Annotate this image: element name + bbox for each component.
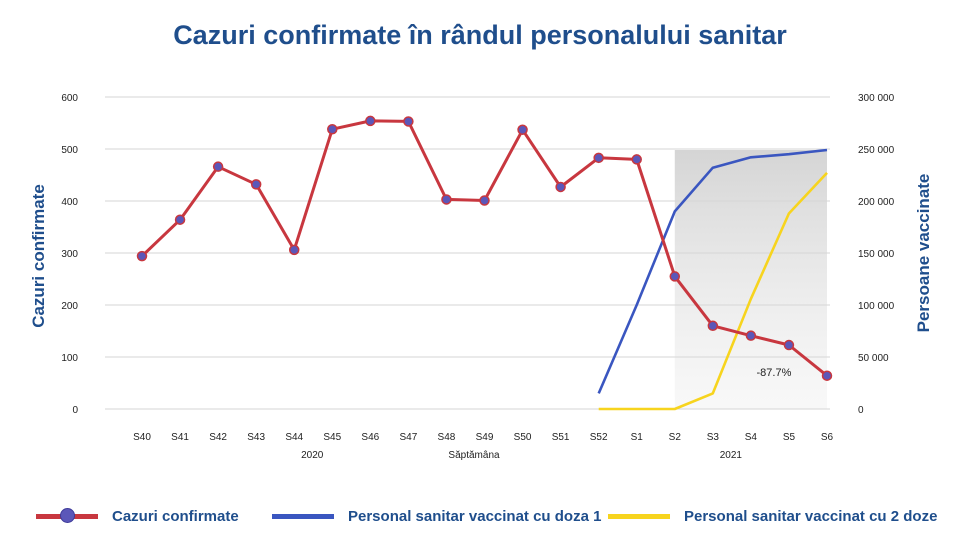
x-tick-label: S2 [669, 432, 682, 443]
y-right-tick-label: 100 000 [858, 301, 895, 312]
y-left-tick-label: 100 [61, 353, 78, 364]
y-right-tick-label: 200 000 [858, 197, 895, 208]
chart-title: Cazuri confirmate în rândul personalului… [173, 20, 787, 50]
x-tick-label: S44 [285, 432, 303, 443]
data-point [136, 250, 148, 262]
y-right-tick-label: 0 [858, 405, 864, 416]
legend-swatch-cazuri [36, 508, 98, 523]
data-point [365, 115, 376, 127]
y-left-tick-label: 600 [61, 93, 78, 104]
y-left-tick-label: 500 [61, 145, 78, 156]
x-tick-label: S4 [745, 432, 758, 443]
x-tick-label: S43 [247, 432, 265, 443]
data-point [821, 370, 833, 381]
y-left-tick-label: 0 [72, 405, 78, 416]
x-tick-label: S45 [323, 432, 341, 443]
data-point [174, 214, 186, 225]
legend-label-doza1: Personal sanitar vaccinat cu doza 1 [348, 508, 602, 525]
legend-item-2doze: Personal sanitar vaccinat cu 2 doze [608, 508, 937, 525]
legend: Cazuri confirmate Personal sanitar vacci… [0, 508, 960, 532]
x-tick-label: S47 [399, 432, 417, 443]
x-tick-label: S1 [631, 432, 644, 443]
legend-item-doza1: Personal sanitar vaccinat cu doza 1 [272, 508, 601, 525]
x-tick-label: S41 [171, 432, 189, 443]
data-point [212, 161, 224, 172]
x-tick-label: S50 [514, 432, 532, 443]
x-tick-label: S51 [552, 432, 570, 443]
data-point [441, 194, 452, 205]
legend-label-2doze: Personal sanitar vaccinat cu 2 doze [684, 508, 938, 525]
data-point [517, 124, 528, 136]
year-label-2020: 2020 [301, 450, 324, 461]
y-right-tick-label: 300 000 [858, 93, 895, 104]
x-tick-label: S3 [707, 432, 720, 443]
data-point [288, 244, 300, 256]
annotation-label: -87.7% [757, 367, 792, 379]
legend-swatch-2doze [608, 514, 670, 519]
data-point [403, 116, 414, 127]
x-tick-label: S42 [209, 432, 227, 443]
x-tick-label: S52 [590, 432, 608, 443]
x-tick-label: S48 [438, 432, 456, 443]
shaded-region [674, 150, 827, 409]
data-point [745, 330, 757, 341]
y-right-tick-label: 250 000 [858, 145, 895, 156]
y-right-tick-label: 150 000 [858, 249, 895, 260]
x-tick-label: S46 [361, 432, 379, 443]
data-point [783, 339, 795, 351]
year-label-2021: 2021 [720, 450, 743, 461]
data-point [593, 152, 604, 164]
legend-swatch-doza1 [272, 514, 334, 519]
x-tick-label: S6 [821, 432, 834, 443]
x-tick-label: S5 [783, 432, 796, 443]
legend-label-cazuri: Cazuri confirmate [112, 508, 239, 525]
data-point [631, 154, 642, 165]
series-line-2 [598, 172, 828, 411]
series-line-1 [597, 148, 828, 394]
y-axis-right-title: Persoane vaccinate [914, 174, 933, 333]
data-point [555, 181, 566, 193]
data-point [327, 123, 338, 135]
y-axis-left-title: Cazuri confirmate [29, 184, 48, 328]
y-right-tick-label: 50 000 [858, 353, 889, 364]
x-axis-title: Săptămâna [448, 450, 500, 461]
y-left-tick-label: 200 [61, 301, 78, 312]
x-tick-label: S49 [476, 432, 494, 443]
data-point [479, 195, 490, 206]
legend-item-cazuri: Cazuri confirmate [36, 508, 239, 525]
data-point [707, 320, 719, 332]
y-left-tick-label: 400 [61, 197, 78, 208]
data-point [250, 179, 262, 190]
x-tick-label: S40 [133, 432, 151, 443]
y-left-tick-label: 300 [61, 249, 78, 260]
legend-marker-icon [60, 508, 75, 523]
data-point [669, 271, 681, 282]
